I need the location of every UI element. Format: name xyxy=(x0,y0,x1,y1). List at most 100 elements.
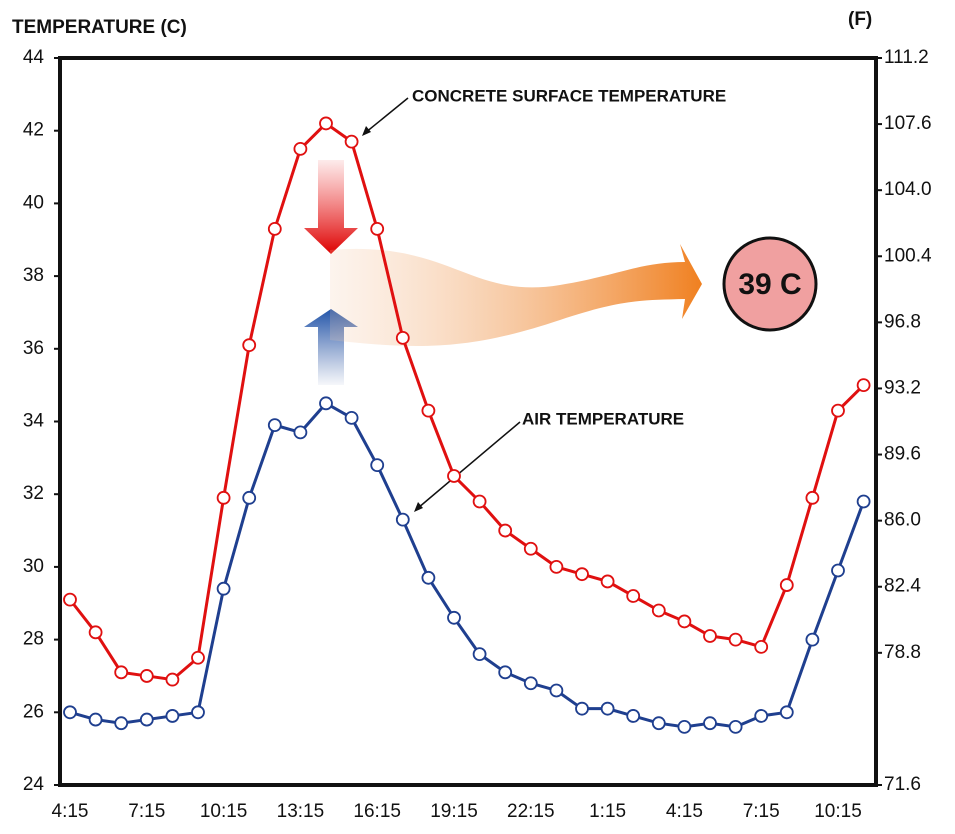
x-tick-label: 16:15 xyxy=(353,801,401,822)
y2-axis-title: (F) xyxy=(848,9,872,30)
data-point xyxy=(626,589,641,603)
data-point xyxy=(421,570,436,585)
pointer-head xyxy=(362,126,371,136)
data-point xyxy=(267,221,282,236)
data-point xyxy=(779,705,794,720)
data-point xyxy=(216,490,231,505)
data-point xyxy=(395,512,410,527)
data-point xyxy=(472,494,487,509)
x-tick-label: 10:15 xyxy=(814,801,862,822)
data-point xyxy=(267,418,282,433)
data-point xyxy=(805,632,820,647)
data-point xyxy=(216,581,231,596)
data-point xyxy=(600,701,615,716)
series-line xyxy=(69,401,866,729)
data-point xyxy=(139,669,154,683)
x-tick-label: 7:15 xyxy=(128,801,165,822)
x-tick-label: 4:15 xyxy=(52,801,89,822)
data-point xyxy=(447,610,461,625)
data-point xyxy=(677,719,692,734)
data-point xyxy=(139,712,154,727)
y-tick-label: 36 xyxy=(23,338,44,359)
data-point xyxy=(779,578,794,592)
data-point xyxy=(114,665,129,680)
data-point xyxy=(114,716,129,731)
data-point xyxy=(88,712,103,727)
data-point xyxy=(63,705,77,720)
data-point xyxy=(344,134,359,149)
data-point xyxy=(549,560,564,574)
y2-tick-label: 96.8 xyxy=(884,311,921,332)
x-tick-label: 1:15 xyxy=(589,801,626,822)
pointer xyxy=(417,421,521,509)
y-tick-label: 40 xyxy=(23,192,44,213)
data-point xyxy=(319,116,333,131)
x-tick-label: 10:15 xyxy=(200,801,248,822)
data-point xyxy=(293,425,308,440)
data-point xyxy=(498,523,513,538)
data-point xyxy=(523,676,538,691)
data-point xyxy=(575,567,589,582)
data-point xyxy=(165,672,180,687)
data-point xyxy=(344,410,359,425)
data-point xyxy=(728,632,743,647)
y-tick-label: 34 xyxy=(23,411,45,432)
data-point xyxy=(472,647,487,662)
down-arrow xyxy=(304,160,358,254)
data-point xyxy=(600,574,615,589)
y-tick-label: 38 xyxy=(23,265,44,286)
y-axis-title: TEMPERATURE (C) xyxy=(12,17,187,38)
y2-tick-label: 86.0 xyxy=(884,510,921,531)
annotation: AIR TEMPERATURE xyxy=(522,409,684,428)
data-point xyxy=(523,541,538,556)
pointer-head xyxy=(414,502,423,512)
data-point xyxy=(754,639,769,654)
y2-tick-label: 89.6 xyxy=(884,444,921,465)
data-point xyxy=(856,494,871,509)
data-point xyxy=(319,396,333,411)
data-point xyxy=(498,665,513,680)
up-arrow xyxy=(304,309,358,385)
y2-tick-label: 71.6 xyxy=(884,774,921,795)
x-tick-label: 7:15 xyxy=(743,801,780,822)
plot-frame xyxy=(58,56,878,787)
data-point xyxy=(242,338,257,353)
data-point xyxy=(395,330,410,345)
heat-arrow xyxy=(330,244,702,346)
data-point xyxy=(728,719,743,734)
y2-tick-label: 93.2 xyxy=(884,377,921,398)
data-point xyxy=(677,614,692,629)
annotation: 39 C xyxy=(738,268,801,301)
y-tick-label: 26 xyxy=(23,701,44,722)
data-point xyxy=(703,716,717,731)
result-circle xyxy=(722,236,818,332)
data-point xyxy=(575,701,589,716)
x-tick-label: 13:15 xyxy=(277,801,325,822)
y-tick-label: 32 xyxy=(23,483,44,504)
data-point xyxy=(421,403,436,418)
y2-tick-label: 82.4 xyxy=(884,576,921,597)
y2-tick-label: 111.2 xyxy=(884,47,929,68)
y-tick-label: 24 xyxy=(23,774,45,795)
data-point xyxy=(191,705,205,720)
annotation: CONCRETE SURFACE TEMPERATURE xyxy=(412,86,726,105)
data-point xyxy=(242,490,257,505)
y2-tick-label: 107.6 xyxy=(884,113,932,134)
data-point xyxy=(805,490,820,505)
data-point xyxy=(370,458,385,473)
data-point xyxy=(165,709,180,723)
data-point xyxy=(63,592,77,607)
y-tick-label: 42 xyxy=(23,120,44,141)
data-point xyxy=(88,625,103,640)
x-tick-label: 19:15 xyxy=(430,801,478,822)
y-tick-label: 44 xyxy=(23,47,45,68)
decoration xyxy=(304,97,818,512)
data-point xyxy=(191,650,205,665)
data-point xyxy=(626,709,641,723)
data-point xyxy=(447,469,461,483)
data-point xyxy=(703,629,717,643)
data-point xyxy=(831,403,845,418)
data-point xyxy=(370,221,385,236)
y-tick-label: 28 xyxy=(23,629,44,650)
